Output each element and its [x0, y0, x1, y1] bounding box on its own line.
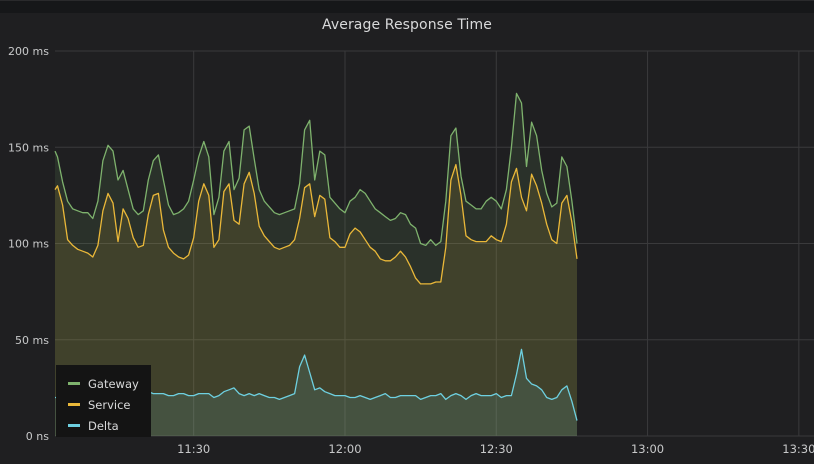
- series-areas: [55, 93, 577, 437]
- chart-title: Average Response Time: [322, 17, 492, 33]
- x-axis-labels: 11:30 12:00 12:30 13:00 13:30: [177, 442, 814, 456]
- series-area-service: [55, 164, 577, 436]
- legend-label: Service: [88, 397, 131, 412]
- grid: [55, 50, 814, 437]
- x-tick-label: 12:30: [480, 442, 513, 456]
- x-tick-label: 13:30: [782, 442, 814, 456]
- series-line-gateway: [54, 92, 578, 247]
- x-tick-label: 12:00: [328, 442, 361, 456]
- series-area-delta: [55, 349, 577, 436]
- legend: Gateway Service Delta: [56, 365, 151, 437]
- legend-swatch-service: [68, 403, 80, 406]
- x-tick-label: 13:00: [631, 442, 664, 456]
- legend-item-gateway[interactable]: Gateway: [56, 373, 151, 394]
- legend-label: Delta: [88, 418, 119, 433]
- y-tick-label: 100 ms: [8, 238, 49, 251]
- legend-swatch-delta: [68, 424, 80, 427]
- y-tick-label: 200 ms: [8, 45, 49, 58]
- legend-item-service[interactable]: Service: [56, 394, 151, 415]
- y-tick-label: 0 ns: [26, 430, 49, 443]
- legend-label: Gateway: [88, 376, 139, 391]
- x-tick-label: 11:30: [177, 442, 210, 456]
- legend-swatch-gateway: [68, 382, 80, 385]
- series-line-service: [54, 163, 578, 285]
- top-bar: [0, 1, 814, 13]
- legend-item-delta[interactable]: Delta: [56, 415, 151, 436]
- y-tick-label: 150 ms: [8, 141, 49, 154]
- series-area-gateway: [55, 93, 577, 437]
- y-axis-labels: 0 ns 50 ms 100 ms 150 ms 200 ms: [8, 45, 49, 443]
- y-tick-label: 50 ms: [15, 334, 49, 347]
